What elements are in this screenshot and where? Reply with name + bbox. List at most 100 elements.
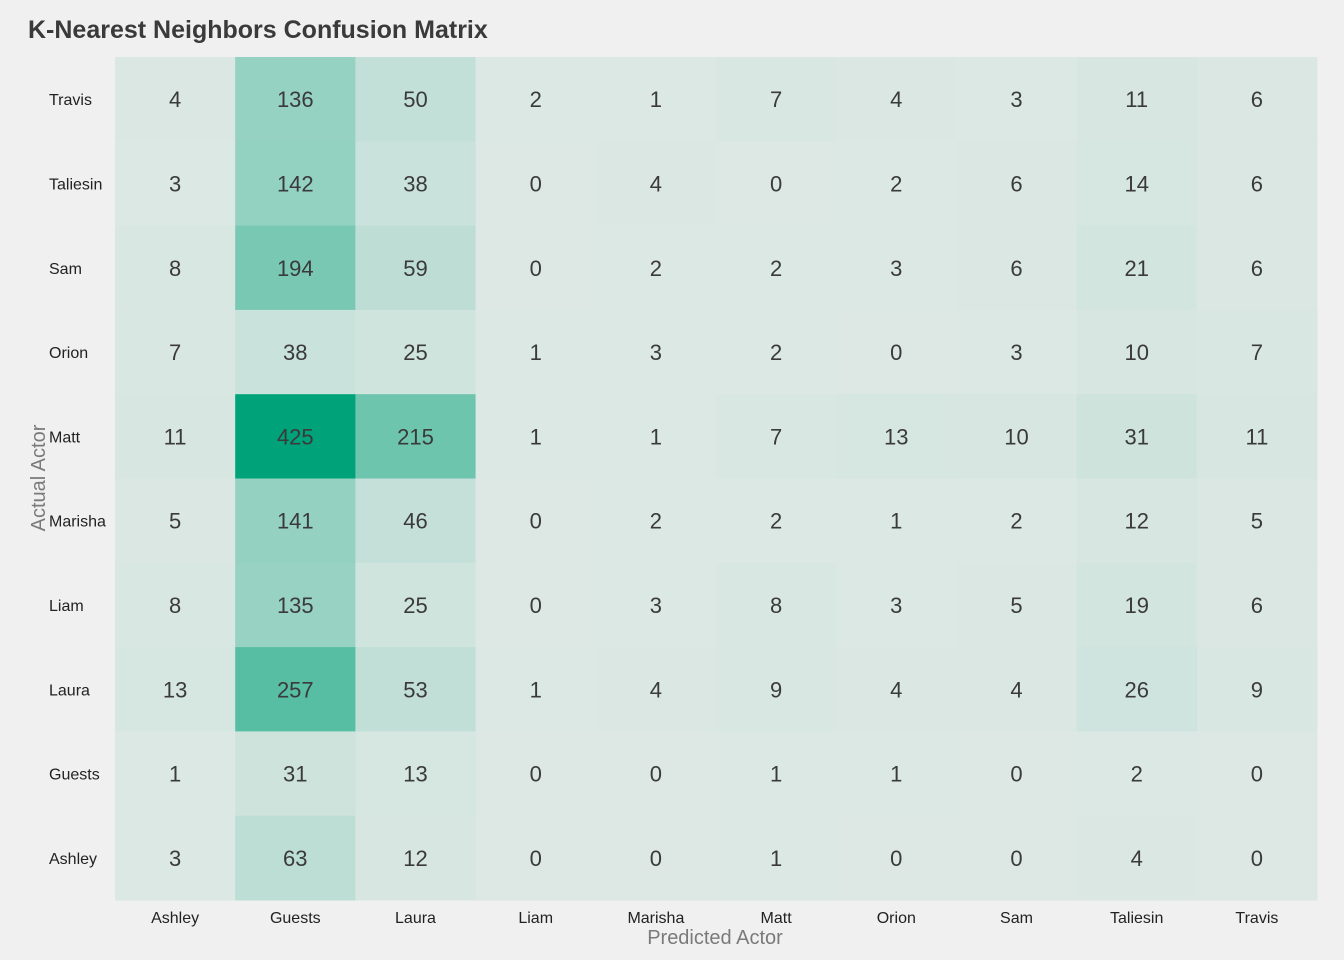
cell-value-label: 1 xyxy=(650,87,662,112)
heatmap-cell xyxy=(115,731,236,817)
cell-value-label: 1 xyxy=(890,509,902,534)
y-tick-label: Sam xyxy=(49,261,82,278)
heatmap-cell xyxy=(595,309,717,395)
heatmap-cell xyxy=(836,815,957,901)
heatmap-cell xyxy=(716,562,837,648)
heatmap-cell xyxy=(716,647,837,732)
cell-value-label: 0 xyxy=(530,846,542,871)
heatmap-cell xyxy=(716,731,837,817)
heatmap-cell xyxy=(115,57,236,142)
cell-value-label: 4 xyxy=(650,677,662,702)
cell-value-label: 4 xyxy=(650,171,662,196)
heatmap-cell xyxy=(1076,562,1198,648)
cell-value-label: 2 xyxy=(650,509,662,534)
cell-value-label: 50 xyxy=(403,87,427,112)
heatmap-cell xyxy=(235,647,356,732)
heatmap-cell xyxy=(1196,57,1318,142)
heatmap-cell xyxy=(1076,141,1198,227)
cell-value-label: 3 xyxy=(650,593,662,618)
heatmap-cell xyxy=(235,815,356,901)
heatmap-cell xyxy=(1196,394,1318,479)
heatmap-cell xyxy=(595,562,717,648)
heatmap-cell xyxy=(235,57,356,142)
y-tick-labels: Travis Taliesin Sam Orion Matt Marisha Liam Lau… xyxy=(49,92,106,868)
heatmap-cell xyxy=(115,562,236,648)
heatmap-cell xyxy=(836,647,957,732)
heatmap-cell xyxy=(956,647,1078,732)
cell-value-label: 0 xyxy=(530,509,542,534)
cell-value-label: 4 xyxy=(169,87,181,112)
cell-value-label: 2 xyxy=(890,171,902,196)
cell-value-label: 1 xyxy=(770,762,782,787)
cell-value-label: 6 xyxy=(1251,256,1263,281)
cell-value-label: 12 xyxy=(403,846,427,871)
heatmap-cell xyxy=(475,394,597,479)
cell-value-label: 135 xyxy=(277,593,314,618)
y-tick-label: Liam xyxy=(49,598,84,615)
cell-value-label: 3 xyxy=(169,171,181,196)
cell-value-label: 11 xyxy=(1245,424,1268,449)
cell-value-label: 5 xyxy=(1010,593,1022,618)
cell-value-label: 0 xyxy=(650,762,662,787)
heatmap-cell xyxy=(956,141,1078,227)
cell-value-label: 26 xyxy=(1124,677,1148,702)
cell-value-label: 1 xyxy=(530,424,542,449)
y-tick-label: Guests xyxy=(49,767,100,784)
cell-value-label: 2 xyxy=(650,256,662,281)
cell-value-label: 4 xyxy=(1131,846,1143,871)
heatmap-cell xyxy=(115,647,236,732)
heatmap-cell xyxy=(235,478,356,564)
cell-value-label: 136 xyxy=(277,87,314,112)
cell-value-label: 3 xyxy=(890,593,902,618)
cell-value-label: 12 xyxy=(1124,509,1148,534)
cell-value-label: 13 xyxy=(884,424,908,449)
cell-value-label: 9 xyxy=(770,677,782,702)
heatmap-cell xyxy=(1196,141,1318,227)
heatmap-cell xyxy=(836,57,957,142)
cell-value-label: 2 xyxy=(1010,509,1022,534)
y-tick-label: Travis xyxy=(49,92,92,109)
heatmap-cell xyxy=(355,731,477,817)
heatmap-cell xyxy=(836,394,957,479)
heatmap-cell xyxy=(1076,225,1198,311)
cell-value-label: 7 xyxy=(169,340,181,365)
cell-value-label: 2 xyxy=(530,87,542,112)
y-axis-label: Actual Actor xyxy=(28,424,50,531)
heatmap-cell xyxy=(1196,225,1318,311)
heatmap-cell xyxy=(355,225,477,311)
cell-value-label: 31 xyxy=(283,762,307,787)
heatmap-cell xyxy=(1076,478,1198,564)
heatmap-cell xyxy=(836,141,957,227)
heatmap-cell xyxy=(1196,562,1318,648)
heatmap-cell xyxy=(716,309,837,395)
heatmap-cell xyxy=(235,309,356,395)
heatmap-cell xyxy=(716,57,837,142)
cell-value-label: 3 xyxy=(1010,340,1022,365)
heatmap-cell xyxy=(235,225,356,311)
cell-value-label: 3 xyxy=(169,846,181,871)
heatmap-cell xyxy=(595,647,717,732)
cell-value-label: 19 xyxy=(1124,593,1148,618)
heatmap-cell xyxy=(475,731,597,817)
heatmap-cell xyxy=(115,309,236,395)
y-tick-label: Ashley xyxy=(49,851,97,868)
cell-value-label: 63 xyxy=(283,846,307,871)
cell-value-label: 0 xyxy=(530,256,542,281)
cell-value-label: 5 xyxy=(169,509,181,534)
cell-value-label: 9 xyxy=(1251,677,1263,702)
cell-value-label: 2 xyxy=(770,509,782,534)
cell-value-label: 257 xyxy=(277,677,314,702)
cell-value-label: 6 xyxy=(1010,171,1022,196)
cell-value-label: 11 xyxy=(1125,87,1148,112)
heatmap-cell xyxy=(956,815,1078,901)
cell-value-label: 0 xyxy=(1251,846,1263,871)
x-tick-label: Laura xyxy=(395,910,436,927)
heatmap-cell xyxy=(956,478,1078,564)
heatmap-cell xyxy=(115,815,236,901)
cell-value-label: 11 xyxy=(164,424,187,449)
cell-value-label: 0 xyxy=(1010,846,1022,871)
heatmap-cell xyxy=(1076,731,1198,817)
heatmap-cell xyxy=(355,478,477,564)
cell-value-label: 194 xyxy=(277,256,314,281)
cell-value-label: 10 xyxy=(1124,340,1148,365)
